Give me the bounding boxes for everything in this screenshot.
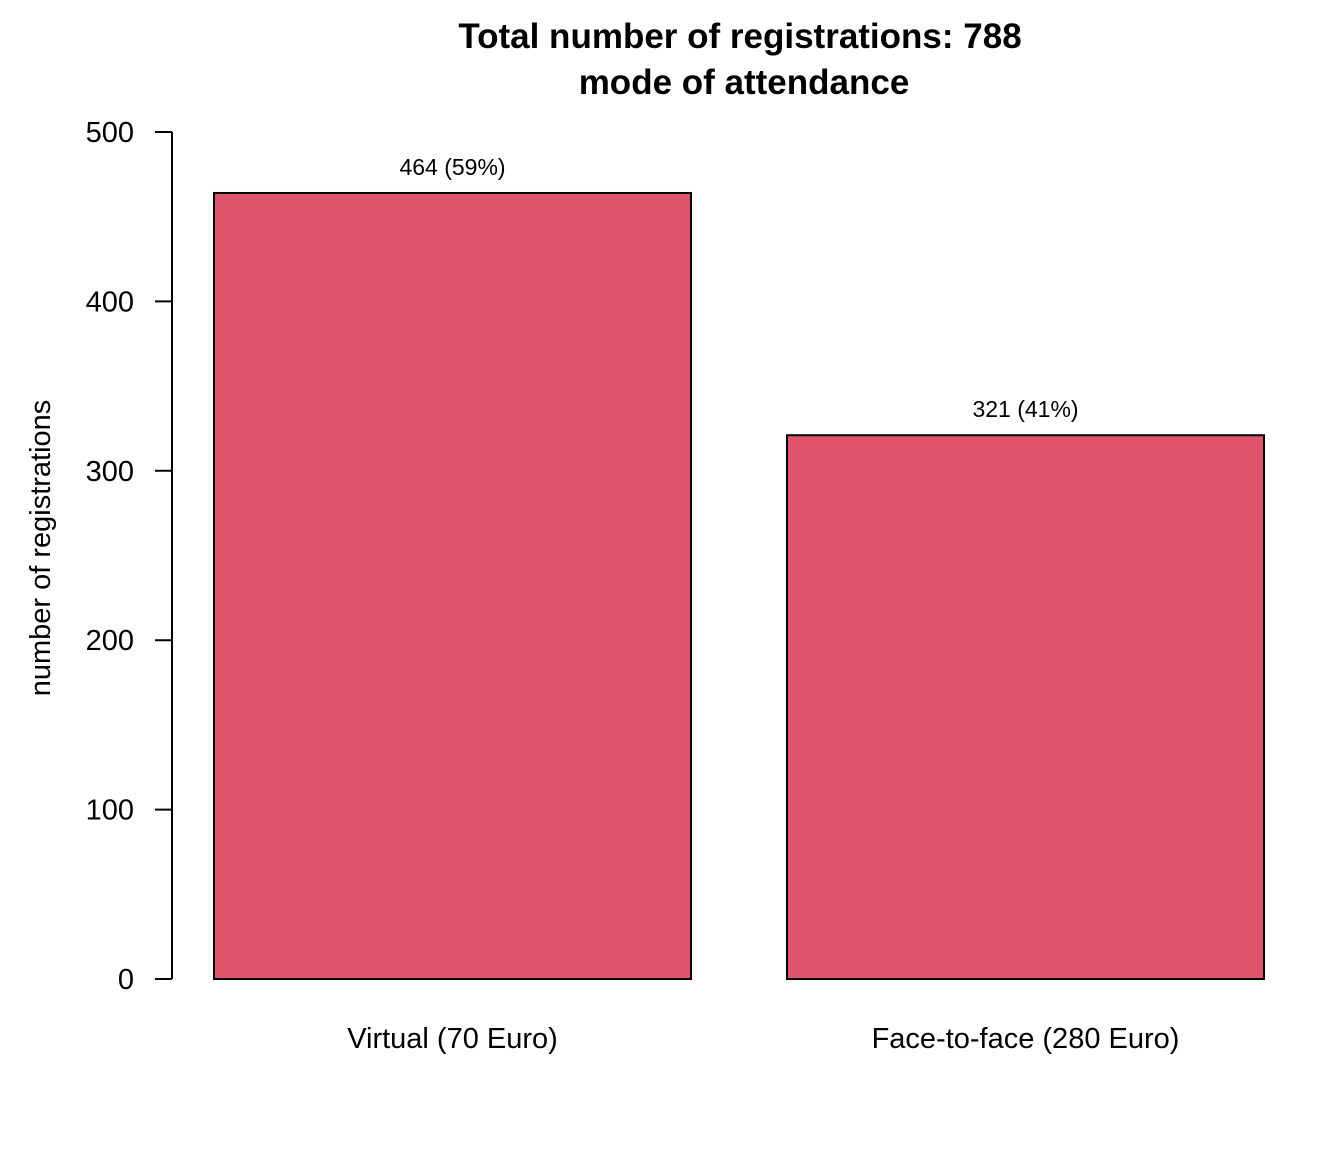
y-tick-label: 500: [86, 117, 134, 149]
bar-data-label: 321 (41%): [972, 396, 1078, 422]
bar: [213, 191, 692, 980]
category-label: Virtual (70 Euro): [347, 1023, 558, 1055]
y-tick-label: 0: [118, 964, 134, 996]
data-labels-group: 464 (59%) 321 (41%): [399, 154, 1078, 422]
category-labels-group: Virtual (70 Euro) Face-to-face (280 Euro): [347, 1023, 1179, 1055]
chart-title: Total number of registrations: 788: [458, 17, 1021, 56]
chart-subtitle: mode of attendance: [579, 63, 910, 102]
y-axis-title: number of registrations: [25, 400, 57, 697]
y-tick-label: 100: [86, 795, 134, 827]
bar-data-label: 464 (59%): [399, 154, 505, 180]
y-axis: 0 100 200 300 400 500: [86, 117, 173, 996]
y-tick-label: 400: [86, 286, 134, 318]
category-label: Face-to-face (280 Euro): [872, 1023, 1180, 1055]
y-tick-label: 300: [86, 456, 134, 488]
bars-group: [213, 191, 1265, 980]
bar: [786, 434, 1265, 980]
y-tick-label: 200: [86, 625, 134, 657]
